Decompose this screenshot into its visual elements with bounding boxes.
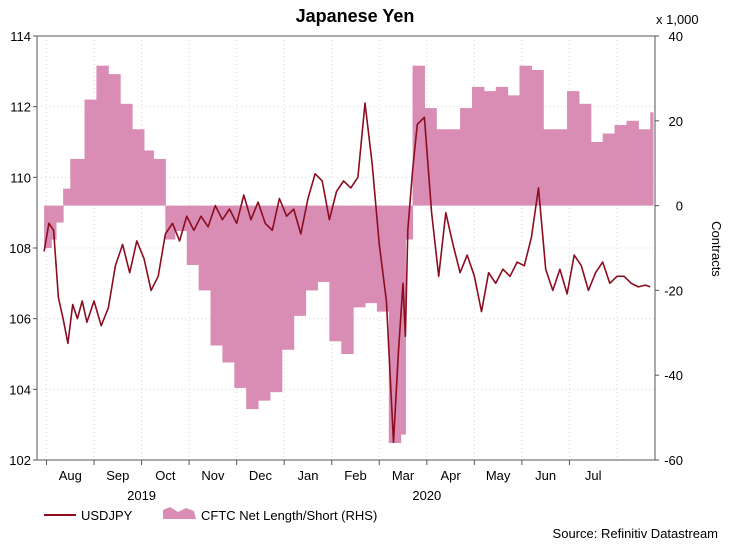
left-tick-label: 112 — [10, 100, 31, 115]
legend-usdjpy-label: USDJPY — [81, 508, 133, 523]
x-tick-label: Jun — [535, 468, 556, 483]
cftc-bar — [143, 150, 154, 206]
cftc-bar — [448, 129, 461, 206]
cftc-bar — [626, 120, 639, 206]
cftc-bar — [460, 108, 473, 206]
cftc-bar — [305, 205, 318, 291]
cftc-bar — [650, 112, 654, 206]
cftc-bar — [210, 205, 223, 346]
right-tick-label: 0 — [676, 199, 683, 214]
cftc-bar — [186, 205, 200, 265]
right-tick-label: 40 — [669, 29, 683, 44]
cftc-bar — [376, 205, 390, 312]
right-tick-label: -60 — [664, 453, 683, 468]
cftc-bar — [153, 158, 166, 206]
cftc-bar — [51, 205, 57, 240]
x-tick-label: Mar — [392, 468, 415, 483]
cftc-bar — [341, 205, 354, 354]
cftc-bar — [483, 91, 497, 206]
cftc-bar — [96, 65, 109, 206]
cftc-bar — [222, 205, 235, 363]
legend-cftc-label: CFTC Net Length/Short (RHS) — [201, 508, 377, 523]
legend-cftc-swatch — [163, 507, 196, 519]
cftc-bar — [388, 205, 402, 444]
cftc-bar — [56, 205, 64, 223]
x-tick-label: May — [486, 468, 511, 483]
x-tick-label: Nov — [201, 468, 225, 483]
cftc-bar — [400, 205, 406, 435]
cftc-bar — [578, 103, 592, 206]
left-tick-label: 106 — [9, 312, 31, 327]
cftc-bar — [165, 205, 176, 240]
cftc-bar — [63, 188, 71, 206]
right-axis-multiplier: x 1,000 — [656, 12, 699, 27]
cftc-bar — [507, 95, 521, 206]
x-axis: Aug Sep Oct Nov Dec Jan Feb Mar Apr May Jun Jul 2019… — [46, 460, 602, 503]
cftc-bar — [70, 158, 86, 206]
cftc-bar — [412, 65, 425, 206]
cftc-bar — [108, 74, 121, 206]
right-tick-label: 20 — [669, 114, 683, 129]
legend: USDJPY CFTC Net Length/Short (RHS) — [44, 507, 377, 523]
cftc-bar — [84, 99, 97, 206]
cftc-bar — [614, 125, 627, 206]
x-tick-label: Sep — [106, 468, 129, 483]
cftc-bar — [602, 133, 616, 206]
right-axis: -60 -40 -20 0 20 40 — [655, 29, 683, 468]
cftc-bar — [567, 91, 580, 206]
left-tick-label: 104 — [9, 382, 31, 397]
right-axis-label: Contracts — [709, 221, 724, 277]
x-tick-label: Apr — [440, 468, 461, 483]
cftc-bar — [120, 103, 133, 206]
left-tick-label: 110 — [10, 170, 31, 185]
right-tick-label: -40 — [664, 368, 683, 383]
cftc-bar — [543, 129, 556, 206]
cftc-bar — [495, 86, 509, 206]
x-tick-label: Jul — [585, 468, 602, 483]
cftc-bar — [317, 205, 330, 282]
cftc-bar — [269, 205, 283, 393]
x-tick-label: Jan — [297, 468, 318, 483]
cftc-bar — [132, 129, 145, 206]
usdjpy-line — [43, 102, 651, 444]
cftc-bar — [353, 205, 366, 308]
cftc-bar — [405, 205, 414, 240]
left-tick-label: 114 — [10, 29, 31, 44]
cftc-bar — [365, 205, 378, 304]
cftc-bar — [234, 205, 247, 388]
cftc-bar — [519, 65, 532, 206]
chart-title: Japanese Yen — [296, 6, 415, 26]
cftc-bar — [531, 69, 544, 206]
cftc-bar — [293, 205, 307, 316]
x-tick-label: Aug — [59, 468, 82, 483]
cftc-bar — [258, 205, 271, 401]
source-note: Source: Refinitiv Datastream — [553, 526, 718, 541]
usdjpy-line-layer — [43, 102, 651, 444]
left-axis: 102 104 106 108 110 112 114 — [9, 29, 37, 468]
x-year-label: 2019 — [127, 488, 156, 503]
cftc-bar — [329, 205, 342, 342]
x-tick-label: Oct — [155, 468, 176, 483]
x-tick-label: Dec — [249, 468, 273, 483]
cftc-bar — [638, 129, 651, 206]
x-year-label: 2020 — [412, 488, 441, 503]
cftc-bar — [471, 86, 485, 206]
left-tick-label: 108 — [9, 241, 31, 256]
left-tick-label: 102 — [9, 453, 31, 468]
x-tick-label: Feb — [344, 468, 366, 483]
cftc-area-layer — [44, 65, 654, 444]
cftc-bar — [281, 205, 295, 350]
right-tick-label: -20 — [664, 283, 683, 298]
cftc-bar — [246, 205, 259, 410]
cftc-bar — [436, 129, 449, 206]
cftc-bar — [424, 108, 437, 206]
cftc-bar — [555, 129, 568, 206]
cftc-bar — [590, 142, 604, 206]
